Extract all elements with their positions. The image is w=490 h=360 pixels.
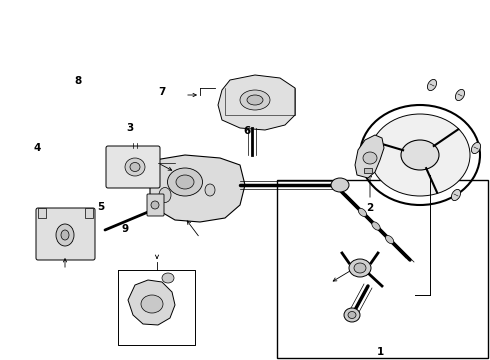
Ellipse shape (370, 114, 470, 196)
Text: 2: 2 (367, 203, 374, 213)
Ellipse shape (61, 230, 69, 240)
Ellipse shape (455, 89, 465, 100)
Ellipse shape (247, 95, 263, 105)
Ellipse shape (354, 263, 366, 273)
FancyBboxPatch shape (147, 194, 164, 216)
Ellipse shape (349, 259, 371, 277)
Polygon shape (355, 135, 384, 178)
Text: 8: 8 (75, 76, 82, 86)
Bar (364, 168, 372, 173)
Ellipse shape (176, 175, 194, 189)
Ellipse shape (363, 152, 377, 164)
FancyBboxPatch shape (36, 208, 95, 260)
Ellipse shape (56, 224, 74, 246)
Bar (277, 180, 488, 358)
Ellipse shape (358, 208, 367, 216)
Text: 9: 9 (122, 224, 128, 234)
Ellipse shape (471, 143, 481, 154)
Ellipse shape (331, 178, 349, 192)
Polygon shape (150, 155, 245, 222)
Text: 6: 6 (244, 126, 251, 136)
Ellipse shape (205, 184, 215, 196)
Ellipse shape (372, 222, 380, 230)
Polygon shape (128, 280, 175, 325)
Ellipse shape (125, 158, 145, 176)
Ellipse shape (162, 273, 174, 283)
Polygon shape (218, 75, 295, 130)
Ellipse shape (348, 311, 356, 319)
Bar (85, 208, 93, 218)
Ellipse shape (141, 295, 163, 313)
Ellipse shape (451, 189, 461, 201)
Ellipse shape (386, 235, 394, 244)
Ellipse shape (401, 140, 439, 170)
Ellipse shape (344, 308, 360, 322)
Ellipse shape (151, 201, 159, 209)
Text: 7: 7 (158, 87, 166, 97)
Text: 3: 3 (126, 123, 133, 133)
Text: 5: 5 (97, 202, 104, 212)
Text: 1: 1 (376, 347, 384, 357)
Ellipse shape (427, 80, 437, 91)
Ellipse shape (130, 162, 140, 171)
Ellipse shape (240, 90, 270, 110)
Ellipse shape (168, 168, 202, 196)
Text: 4: 4 (33, 143, 41, 153)
FancyBboxPatch shape (106, 146, 160, 188)
Ellipse shape (159, 188, 171, 202)
Bar (38, 208, 46, 218)
